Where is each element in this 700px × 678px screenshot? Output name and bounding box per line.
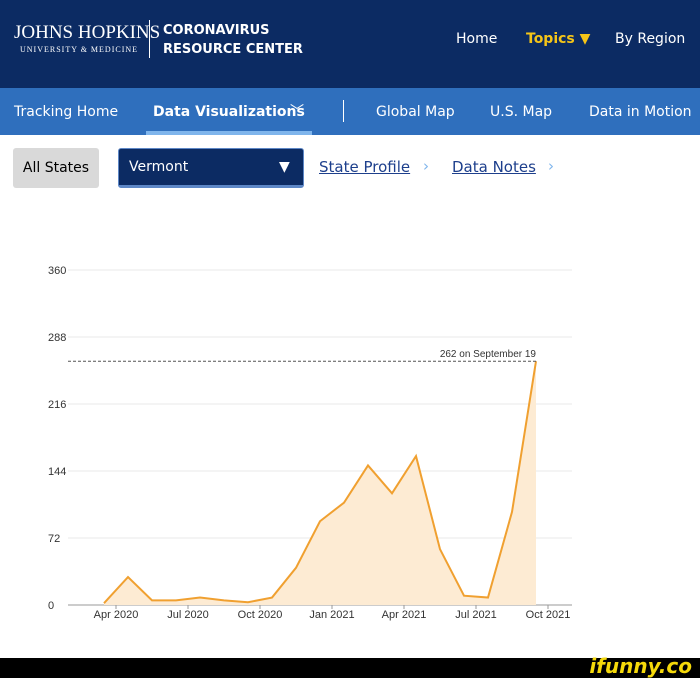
x-tick-label: Apr 2021 <box>382 609 427 621</box>
chevron: › <box>423 157 429 175</box>
x-tick-label: Jan 2021 <box>309 609 354 621</box>
nav-link[interactable]: Home <box>456 31 498 47</box>
chevron: › <box>548 157 554 175</box>
y-tick-label: 360 <box>48 265 66 277</box>
state-select[interactable]: Vermont ▼ <box>118 148 304 188</box>
brand-sub: UNIVERSITY & MEDICINE <box>20 45 139 54</box>
select-value: Vermont <box>129 159 189 175</box>
link[interactable]: State Profile <box>319 158 411 176</box>
tab[interactable]: Data Visualizations <box>153 104 305 120</box>
y-tick-label: 144 <box>48 466 66 478</box>
x-tick-label: Oct 2020 <box>238 609 283 621</box>
line <box>103 361 537 604</box>
center-title: CORONAVIRUS <box>163 23 270 38</box>
chart: 0 72 144 216 288 360 Apr 2020 Jul 2020 Oct 2020 J… <box>48 265 572 621</box>
header: JOHNS HOPKINS UNIVERSITY & MEDICINE CORO… <box>0 0 700 88</box>
tab-bar: Tracking Home Data Visualizations ﹀ Glob… <box>0 88 700 135</box>
center-title: RESOURCE CENTER <box>163 42 303 57</box>
tab-underline <box>146 131 312 135</box>
y-tick-label: 288 <box>48 332 66 344</box>
x-tick-label: Jul 2020 <box>167 609 209 621</box>
divider <box>149 20 150 58</box>
area <box>104 361 536 605</box>
tab[interactable]: Tracking Home <box>14 104 119 120</box>
nav-link[interactable]: By Region <box>615 31 686 47</box>
brand[interactable]: JOHNS HOPKINS <box>14 22 161 43</box>
link[interactable]: Data Notes <box>452 158 536 176</box>
y-tick-label: 0 <box>48 600 54 612</box>
x-tick-label: Oct 2021 <box>526 609 571 621</box>
tab[interactable]: U.S. Map <box>490 104 553 120</box>
nav-link[interactable]: Topics ▼ <box>526 31 591 47</box>
tab[interactable]: Data in Motion <box>589 104 692 120</box>
y-tick-label: 216 <box>48 399 66 411</box>
divider <box>343 100 344 122</box>
x-tick-label: Apr 2020 <box>94 609 139 621</box>
y-tick-label: 72 <box>48 533 60 545</box>
all-states-button[interactable]: All States <box>13 148 99 188</box>
watermark: ifunny.co <box>589 654 692 678</box>
x-tick-label: Jul 2021 <box>455 609 497 621</box>
annotation: 262 on September 19 <box>440 349 537 360</box>
footer-bar: ifunny.co <box>0 654 700 678</box>
chevron: ﹀ <box>290 104 304 120</box>
select-arrow: ▼ <box>279 159 290 175</box>
tab[interactable]: Global Map <box>376 104 455 120</box>
